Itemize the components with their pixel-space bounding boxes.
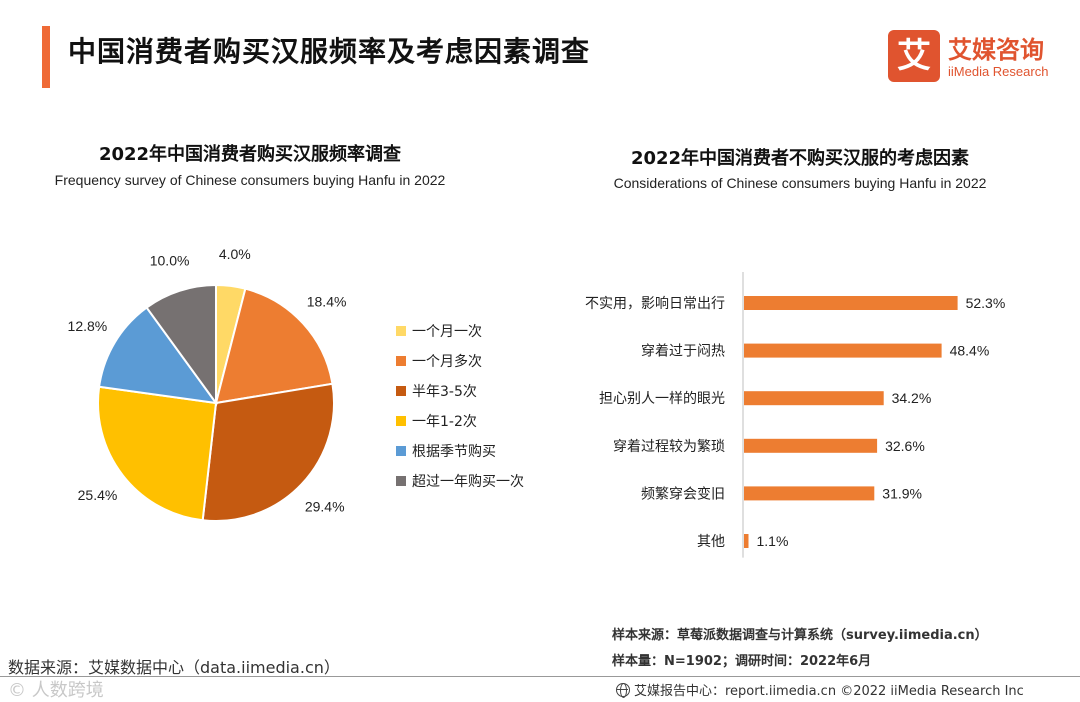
bar-category-label-4: 频繁穿会变旧 [641, 486, 725, 502]
sample-source-note: 样本来源：草莓派数据调查与计算系统（survey.iimedia.cn） [612, 628, 988, 643]
bar-1 [744, 343, 942, 358]
legend-item-1: 一个月多次 [396, 346, 524, 376]
bar-chart: 不实用，影响日常出行 52.3% 穿着过于闷热 48.4% 担心别人一样的眼光 34.2%… [585, 272, 1006, 558]
legend-label: 半年3-5次 [412, 384, 477, 400]
globe-icon [616, 682, 630, 698]
footer-divider [0, 676, 1080, 677]
legend-swatch [396, 416, 406, 426]
legend-item-4: 根据季节购买 [396, 436, 524, 466]
bar-2 [744, 391, 884, 406]
bar-category-label-2: 担心别人一样的眼光 [599, 391, 725, 407]
logo-cn-text: 艾媒咨询 [948, 36, 1044, 64]
bar-category-label-3: 穿着过程较为繁琐 [613, 438, 725, 455]
bar-category-label-0: 不实用，影响日常出行 [585, 296, 725, 312]
page-title: 中国消费者购买汉服频率及考虑因素调查 [68, 35, 591, 68]
pie-chart: 4.0% 18.4% 29.4% 25.4% 12.8% 10.0% [68, 246, 347, 522]
legend-item-0: 一个月一次 [396, 316, 524, 346]
legend-swatch [396, 476, 406, 486]
legend-swatch [396, 326, 406, 336]
bar-value-label-1: 48.4% [950, 343, 990, 359]
bar-4 [744, 486, 875, 501]
legend-swatch [396, 356, 406, 366]
legend-label: 根据季节购买 [412, 444, 496, 460]
bar-value-label-4: 31.9% [882, 485, 922, 501]
pie-chart-title: 2022年中国消费者购买汉服频率调查 [98, 144, 402, 165]
pie-chart-subtitle: Frequency survey of Chinese consumers bu… [54, 172, 446, 188]
pie-slice-label-4: 12.8% [68, 318, 108, 334]
bar-category-label-5: 其他 [697, 534, 725, 550]
footer-credit: 艾媒报告中心：report.iimedia.cn ©2022 iiMedia R… [616, 680, 1024, 699]
bar-value-label-0: 52.3% [966, 295, 1006, 311]
title-accent-bar [42, 26, 50, 88]
legend-swatch [396, 386, 406, 396]
logo-mark: 艾 [888, 30, 940, 82]
pie-slice-label-2: 29.4% [305, 498, 345, 514]
bar-chart-subtitle: Considerations of Chinese consumers buyi… [613, 175, 987, 191]
brand-logo: 艾 艾媒咨询 iiMedia Research [888, 30, 1068, 82]
bar-category-label-1: 穿着过于闷热 [641, 344, 725, 360]
legend-label: 一个月一次 [412, 324, 482, 340]
bar-value-label-3: 32.6% [885, 438, 925, 454]
legend-label: 超过一年购买一次 [412, 474, 524, 490]
legend-swatch [396, 446, 406, 456]
legend-item-5: 超过一年购买一次 [396, 466, 524, 496]
pie-slice-4 [98, 306, 219, 405]
legend-item-3: 一年1-2次 [396, 406, 524, 436]
pie-slice-label-1: 18.4% [307, 294, 347, 310]
data-source-note: 数据来源：艾媒数据中心（data.iimedia.cn） [8, 658, 340, 677]
bar-chart-title: 2022年中国消费者不购买汉服的考虑因素 [630, 148, 970, 169]
bar-3 [744, 438, 878, 453]
pie-slice-2 [201, 382, 335, 522]
pie-slice-3 [97, 385, 218, 522]
legend-item-2: 半年3-5次 [396, 376, 524, 406]
bar-value-label-5: 1.1% [757, 533, 789, 549]
bar-value-label-2: 34.2% [892, 390, 932, 406]
pie-slice-label-5: 10.0% [150, 252, 190, 268]
sample-size-note: 样本量：N=1902；调研时间：2022年6月 [612, 654, 872, 669]
pie-slice-label-3: 25.4% [78, 487, 118, 503]
pie-legend: 一个月一次一个月多次半年3-5次 一年1-2次根据季节购买超过一年购买一次 [396, 316, 524, 496]
legend-label: 一年1-2次 [412, 414, 477, 430]
bar-0 [744, 296, 958, 310]
bar-5 [744, 534, 749, 548]
pie-slice-label-0: 4.0% [219, 246, 251, 262]
watermark: © 人数跨境 [8, 680, 104, 701]
footer-text: 艾媒报告中心：report.iimedia.cn ©2022 iiMedia R… [634, 684, 1024, 699]
logo-en-text: iiMedia Research [948, 64, 1049, 79]
pie-slice-5 [145, 283, 217, 407]
pie-slice-1 [214, 287, 334, 405]
legend-label: 一个月多次 [412, 354, 482, 370]
